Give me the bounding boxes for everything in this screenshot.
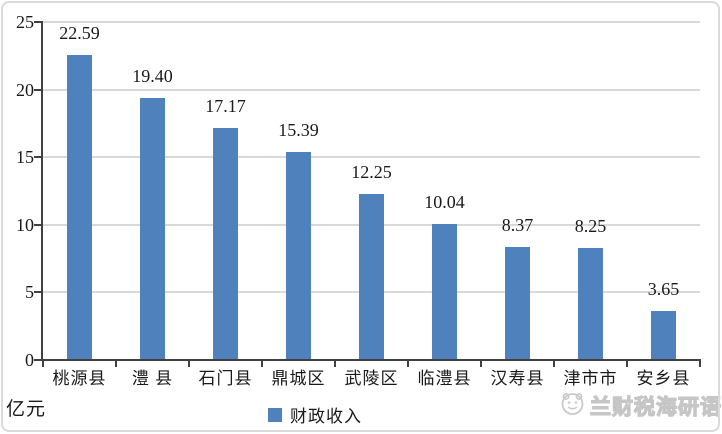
value-label: 22.59 xyxy=(59,22,100,43)
value-label: 3.65 xyxy=(647,278,680,299)
y-tick-label: 15 xyxy=(16,147,34,168)
bar-临澧县 xyxy=(432,224,457,360)
bar-石门县 xyxy=(213,127,238,360)
bar-澧县 xyxy=(140,97,165,360)
x-tick xyxy=(188,360,190,367)
y-tick xyxy=(34,88,42,91)
x-tick xyxy=(42,360,44,367)
x-category-label: 石门县 xyxy=(198,369,253,388)
y-tick-label: 0 xyxy=(25,350,34,370)
x-tick xyxy=(553,360,555,367)
y-tick xyxy=(34,21,42,23)
legend: 财政收入 xyxy=(268,402,362,427)
x-axis-line xyxy=(41,359,701,361)
value-label: 10.04 xyxy=(424,192,465,213)
value-label: 15.39 xyxy=(278,119,319,140)
legend-series-label: 财政收入 xyxy=(290,407,362,426)
y-tick xyxy=(34,291,42,294)
bar-安乡县 xyxy=(651,310,676,360)
x-tick xyxy=(115,360,117,367)
gridline-15 xyxy=(43,156,700,159)
value-label: 8.25 xyxy=(574,216,607,237)
gridline-25 xyxy=(43,21,700,23)
cartoon-face-icon xyxy=(560,391,585,421)
value-label: 19.40 xyxy=(132,65,173,86)
watermark-text: 兰财税海研语 xyxy=(589,394,722,419)
x-category-label: 武陵区 xyxy=(344,369,399,388)
bar-武陵区 xyxy=(359,194,384,360)
x-category-label: 安乡县 xyxy=(636,369,691,388)
y-axis-line xyxy=(41,21,43,361)
y-tick xyxy=(34,359,42,361)
y-tick-label: 10 xyxy=(16,214,34,235)
y-tick-label: 20 xyxy=(16,79,34,100)
y-tick-label: 5 xyxy=(25,282,34,303)
bar-鼎城区 xyxy=(286,151,311,360)
gridline-20 xyxy=(43,88,700,91)
x-category-label: 桃源县 xyxy=(52,369,107,388)
bar-汉寿县 xyxy=(505,246,530,360)
x-tick xyxy=(626,360,628,367)
y-axis-unit-label: 亿元 xyxy=(6,399,47,420)
value-label: 12.25 xyxy=(351,162,392,183)
x-category-label: 汉寿县 xyxy=(490,369,545,388)
y-tick-label: 25 xyxy=(16,12,34,32)
x-tick xyxy=(480,360,482,367)
value-label: 8.37 xyxy=(501,214,534,235)
y-tick xyxy=(34,156,42,159)
x-category-label: 临澧县 xyxy=(417,369,472,388)
x-tick xyxy=(407,360,409,367)
x-tick xyxy=(334,360,336,367)
x-tick xyxy=(261,360,263,367)
legend-swatch-icon xyxy=(268,407,282,422)
x-tick xyxy=(699,360,701,367)
watermark: 兰财税海研语 xyxy=(560,391,722,421)
bar-桃源县 xyxy=(67,54,92,360)
y-tick xyxy=(34,223,42,226)
bar-津市市 xyxy=(578,248,603,360)
x-category-label: 澧 县 xyxy=(131,369,174,388)
x-category-label: 鼎城区 xyxy=(271,369,326,388)
x-category-label: 津市市 xyxy=(563,369,618,388)
value-label: 17.17 xyxy=(205,95,246,116)
